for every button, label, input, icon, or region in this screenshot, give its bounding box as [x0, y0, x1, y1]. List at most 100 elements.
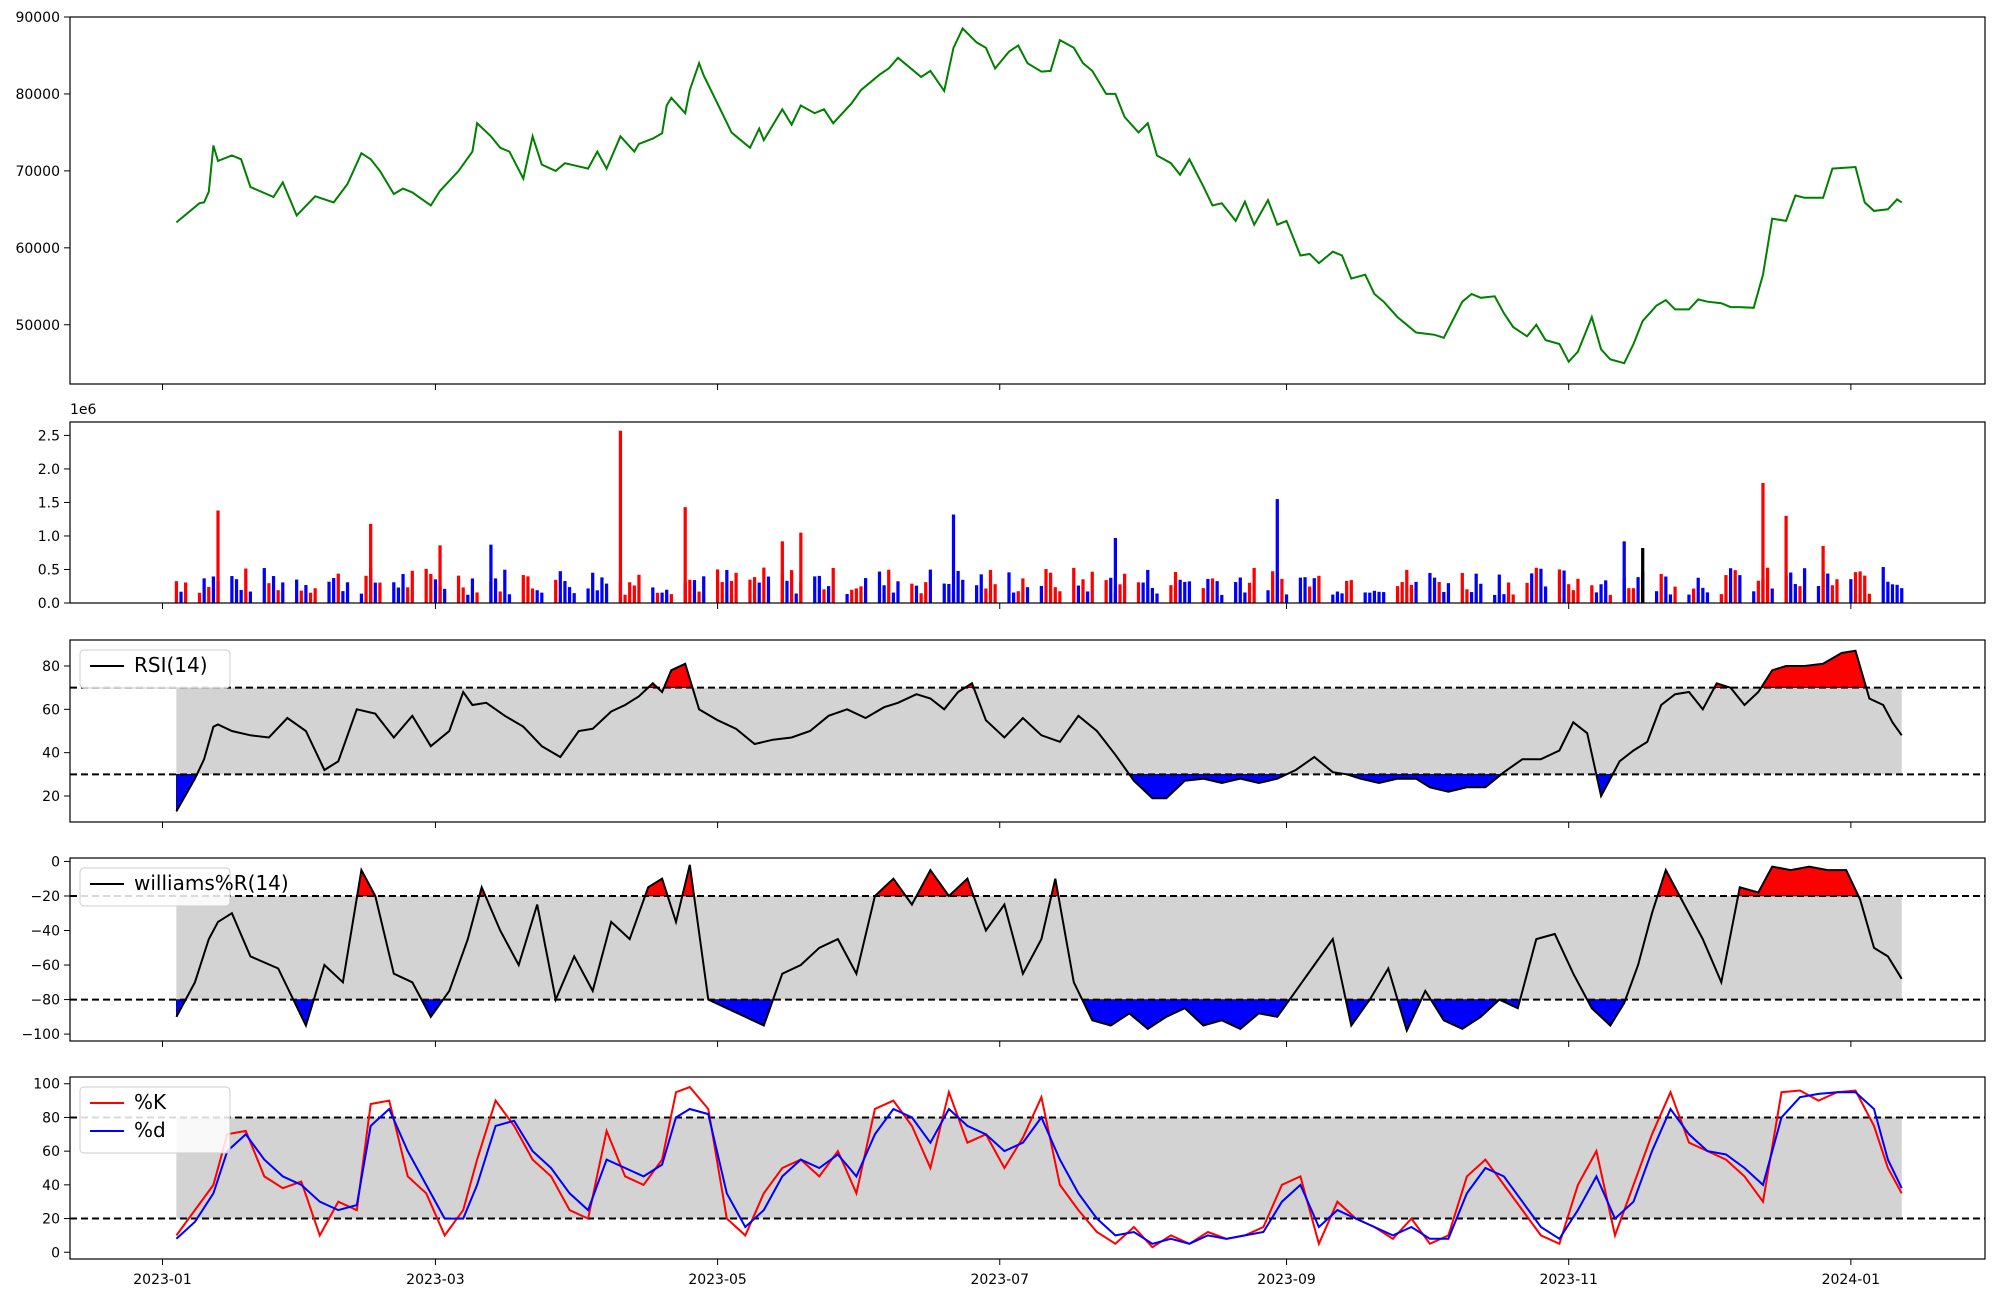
volume-bar	[1858, 571, 1862, 603]
volume-bar	[1765, 567, 1770, 603]
price-panel: 50000 60000 70000 80000 90000	[15, 10, 1986, 390]
y-tick-label: 80	[42, 1110, 60, 1126]
volume-bar	[887, 569, 891, 603]
volume-bar	[660, 592, 664, 603]
volume-bar	[1349, 580, 1353, 603]
volume-bar	[1109, 577, 1113, 603]
volume-bar	[1816, 586, 1821, 603]
volume-bar-peak	[1641, 548, 1645, 603]
volume-bar	[345, 582, 350, 603]
volume-axes-frame	[69, 421, 1986, 604]
volume-bar	[1243, 592, 1247, 603]
volume-bar	[1049, 572, 1053, 603]
y-tick-label: 2.0	[38, 462, 60, 478]
volume-bar	[1345, 580, 1349, 603]
williams-axes-frame	[69, 857, 1986, 1042]
volume-bar	[308, 592, 313, 603]
volume-bar	[1090, 571, 1094, 603]
volume-bar	[1752, 591, 1756, 603]
volume-bar	[230, 576, 234, 603]
volume-bar	[1534, 567, 1538, 603]
volume-bar	[1298, 577, 1303, 603]
williams-legend	[79, 867, 231, 907]
volume-bar	[1044, 569, 1048, 603]
legend-label: RSI(14)	[134, 653, 208, 677]
volume-bar	[1428, 572, 1432, 603]
volume-bar	[429, 573, 433, 603]
volume-bar	[1058, 591, 1062, 603]
y-tick-label: 2.5	[38, 428, 60, 444]
volume-bar	[961, 579, 965, 603]
volume-bar	[794, 593, 798, 603]
volume-bar-peak	[1275, 499, 1279, 603]
volume-bar	[1659, 573, 1663, 603]
volume-bar	[1331, 594, 1335, 603]
volume-bar	[1557, 569, 1562, 603]
x-tick-label: 2023-01	[133, 1272, 192, 1288]
y-tick-label: 90000	[15, 10, 60, 26]
volume-bar	[924, 582, 928, 603]
volume-bar	[1335, 591, 1340, 603]
volume-bar	[364, 575, 368, 603]
volume-bar	[910, 583, 914, 603]
volume-bar	[725, 570, 729, 603]
volume-bar	[1668, 594, 1673, 603]
y-tick-label: 70000	[15, 164, 60, 180]
volume-bar	[1654, 591, 1659, 603]
volume-bar	[831, 567, 835, 603]
volume-bar-peak	[951, 514, 956, 603]
x-tick-label: 2023-11	[1539, 1272, 1598, 1288]
volume-bar	[1886, 581, 1890, 603]
volume-bar	[1442, 591, 1446, 603]
volume-bar	[919, 593, 923, 603]
volume-bar	[604, 583, 609, 603]
volume-bar	[720, 582, 724, 603]
volume-bar	[1104, 580, 1108, 603]
volume-bar	[877, 571, 882, 603]
volume-bar	[702, 576, 706, 603]
volume-bar	[1543, 586, 1548, 603]
x-tick-label: 2023-03	[406, 1272, 465, 1288]
volume-bar	[628, 582, 632, 603]
volume-bar	[1770, 588, 1774, 603]
volume-bar	[947, 583, 951, 603]
stochastic-series-line	[175, 1091, 1903, 1245]
volume-bar	[304, 585, 308, 603]
volume-bar-peak	[618, 430, 623, 603]
volume-bar	[863, 578, 868, 603]
volume-bar	[1039, 585, 1043, 603]
volume-bar-peak	[1784, 515, 1788, 603]
volume-bar	[493, 578, 498, 603]
volume-bar-peak	[780, 541, 784, 603]
volume-bar	[1571, 590, 1575, 603]
volume-bar	[1701, 587, 1705, 603]
stochastic-series-line	[175, 1085, 1903, 1249]
volume-bar	[332, 577, 336, 603]
volume-bar	[1210, 578, 1215, 603]
volume-bar	[1724, 575, 1728, 603]
volume-bar	[914, 585, 919, 603]
volume-bar	[859, 586, 863, 603]
volume-bar	[1414, 581, 1418, 603]
williams-panel: −100 −80 −60 −40 −20 0 williams%R(14)	[22, 854, 1986, 1047]
volume-bar	[785, 580, 789, 603]
volume-bar	[748, 579, 752, 603]
y-tick-label: 0.5	[38, 562, 60, 578]
y-tick-label: 60	[42, 702, 60, 718]
y-tick-label: 0.0	[38, 596, 60, 612]
price-series-line	[175, 26, 1903, 365]
volume-bar-peak	[489, 544, 493, 603]
volume-bar	[475, 592, 479, 603]
volume-bar	[1756, 580, 1760, 603]
volume-bar	[1687, 594, 1691, 603]
volume-bar	[896, 581, 900, 603]
y-tick-label: −40	[30, 924, 60, 940]
volume-bar	[1895, 584, 1899, 603]
volume-bar	[341, 591, 345, 603]
volume-bar	[1863, 575, 1867, 603]
volume-bar	[1136, 582, 1141, 603]
volume-bar	[443, 588, 447, 603]
volume-bar	[1576, 578, 1580, 603]
volume-bar	[1562, 570, 1566, 603]
